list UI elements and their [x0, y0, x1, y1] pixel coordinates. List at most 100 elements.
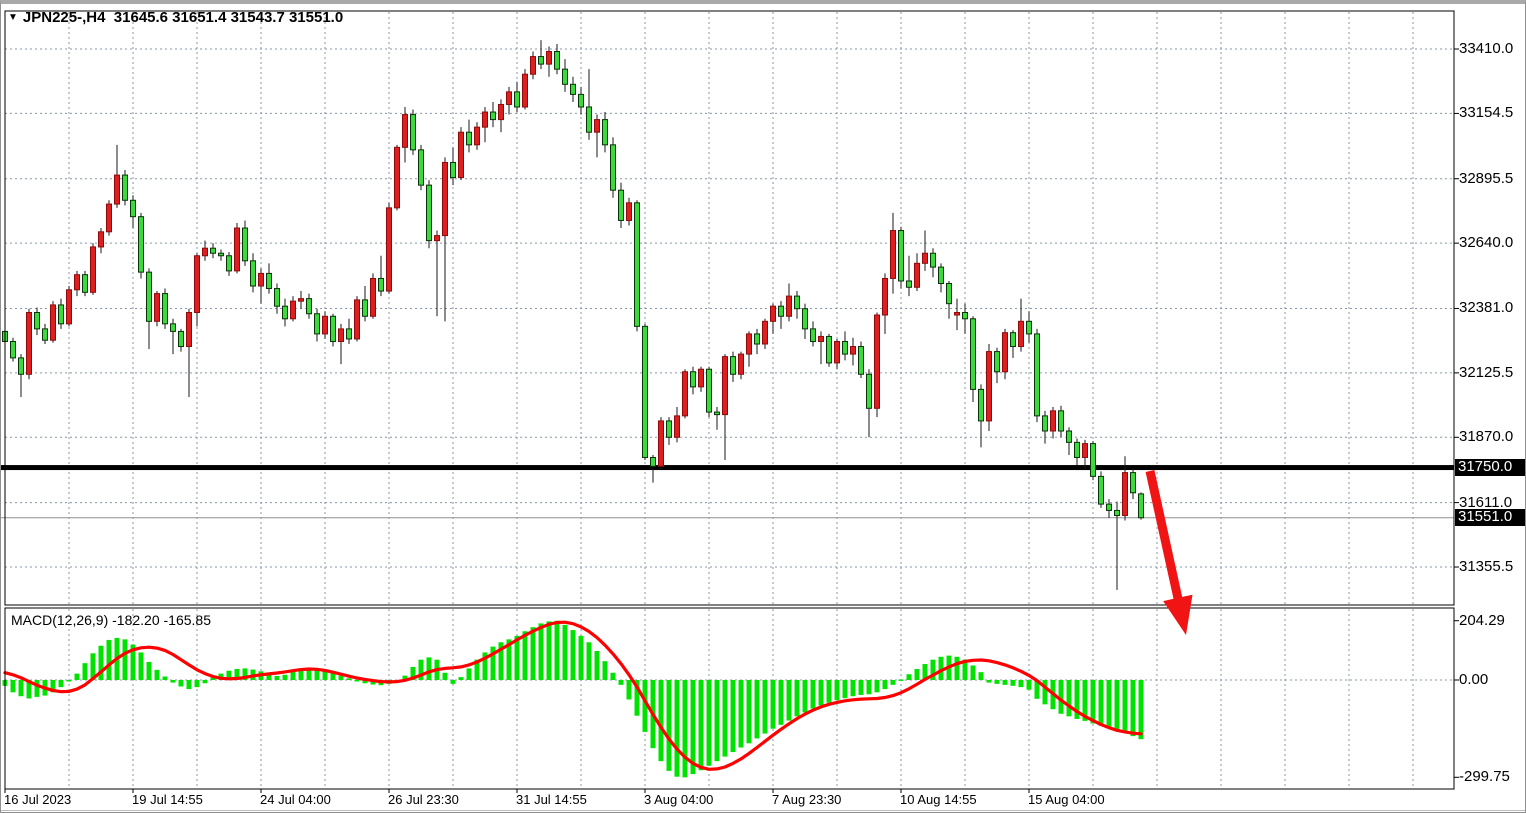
- candle-body: [1074, 441, 1080, 458]
- candle-body: [266, 272, 272, 290]
- candle-body: [50, 304, 56, 341]
- candle-body: [226, 255, 232, 272]
- macd-histogram-bar: [106, 639, 112, 680]
- candle-body: [138, 216, 144, 273]
- macd-histogram-bar: [1114, 680, 1120, 730]
- macd-histogram-bar: [466, 668, 472, 680]
- candle-body: [706, 368, 712, 413]
- candle-body: [186, 311, 192, 348]
- time-axis-label: 16 Jul 2023: [4, 792, 72, 807]
- macd-histogram-bar: [354, 680, 360, 682]
- candle-body: [914, 262, 920, 288]
- macd-histogram-bar: [602, 661, 608, 680]
- candle-body: [146, 271, 152, 322]
- candle-body: [866, 373, 872, 409]
- macd-histogram-bar: [954, 656, 960, 680]
- macd-histogram-bar: [154, 669, 160, 680]
- macd-histogram-bar: [594, 650, 600, 680]
- candle-body: [650, 456, 656, 467]
- candle-body: [1066, 430, 1072, 443]
- candle-body: [922, 252, 928, 264]
- macd-histogram-bar: [426, 657, 432, 680]
- candle-body: [506, 91, 512, 105]
- candle-body: [98, 231, 104, 248]
- candle-body: [1050, 410, 1056, 432]
- candle-body: [674, 415, 680, 438]
- macd-histogram-bar: [450, 680, 456, 684]
- candle-body: [594, 119, 600, 133]
- candle-body: [154, 293, 160, 322]
- candle-body: [802, 308, 808, 330]
- candle-body: [282, 305, 288, 320]
- macd-histogram-bar: [770, 680, 776, 729]
- candle-body: [298, 298, 304, 302]
- candle-body: [690, 371, 696, 388]
- macd-histogram-bar: [1018, 680, 1024, 688]
- candle-body: [74, 274, 80, 291]
- macd-histogram-bar: [962, 659, 968, 680]
- macd-histogram-bar: [810, 680, 816, 709]
- candle-body: [386, 207, 392, 292]
- price-axis-label: 33154.5: [1459, 104, 1514, 122]
- macd-histogram-bar: [850, 680, 856, 697]
- macd-histogram-bar: [18, 680, 24, 697]
- macd-panel[interactable]: [5, 608, 1454, 789]
- macd-signal-line: [3, 620, 1143, 771]
- macd-histogram-bar: [1106, 680, 1112, 728]
- candle-body: [106, 203, 112, 233]
- macd-histogram-bar: [914, 668, 920, 680]
- macd-histogram-bar: [1002, 680, 1008, 685]
- macd-histogram-bar: [1074, 680, 1080, 719]
- candle-body: [1122, 472, 1128, 516]
- down-arrow-annotation[interactable]: [1145, 470, 1193, 635]
- macd-histogram-bar: [162, 676, 168, 680]
- macd-histogram-bar: [10, 680, 16, 693]
- time-axis-label: 26 Jul 23:30: [388, 792, 459, 807]
- macd-histogram-bar: [266, 673, 272, 680]
- macd-histogram-bar: [546, 621, 552, 680]
- macd-histogram-bar: [226, 670, 232, 680]
- macd-histogram-bar: [722, 680, 728, 757]
- macd-histogram-bar: [242, 668, 248, 680]
- window-bottom-edge: [1, 810, 1525, 811]
- macd-histogram-bar: [938, 656, 944, 680]
- candle-body: [378, 277, 384, 292]
- macd-histogram-bar: [130, 644, 136, 680]
- macd-histogram-bar: [314, 668, 320, 680]
- macd-histogram-bar: [1042, 680, 1048, 705]
- candle-body: [530, 56, 536, 75]
- macd-histogram-bar: [362, 680, 368, 684]
- macd-histogram-bar: [1034, 680, 1040, 699]
- candle-body: [10, 340, 16, 359]
- candle-body: [898, 230, 904, 282]
- macd-histogram-bar: [618, 680, 624, 685]
- candle-body: [578, 93, 584, 108]
- macd-indicator-label: MACD(12,26,9) -182.20 -165.85: [11, 612, 211, 628]
- macd-histogram-bar: [490, 646, 496, 680]
- candle-body: [1018, 320, 1024, 348]
- price-axis-label: 32381.0: [1459, 299, 1514, 317]
- support-line[interactable]: [1, 465, 1454, 471]
- chart-canvas[interactable]: [1, 4, 1526, 813]
- macd-histogram-bar: [474, 659, 480, 680]
- macd-histogram-bar: [730, 680, 736, 753]
- macd-histogram-bar: [714, 680, 720, 762]
- macd-histogram-bar: [234, 668, 240, 680]
- macd-histogram-bar: [58, 680, 64, 688]
- macd-histogram-bar: [322, 670, 328, 680]
- candle-body: [66, 289, 72, 325]
- candle-body: [346, 328, 352, 340]
- price-axis-label: 32895.5: [1459, 169, 1514, 187]
- macd-histogram-bar: [66, 680, 72, 682]
- macd-histogram-bar: [1122, 680, 1128, 733]
- macd-axis-label: 204.29: [1459, 611, 1505, 629]
- candle-body: [746, 333, 752, 355]
- macd-histogram-bar: [642, 680, 648, 732]
- macd-histogram-bar: [210, 677, 216, 680]
- candle-body: [1010, 332, 1016, 348]
- macd-histogram-bar: [778, 680, 784, 725]
- macd-histogram-bar: [554, 620, 560, 680]
- candle-body: [1034, 333, 1040, 417]
- candle-body: [498, 103, 504, 121]
